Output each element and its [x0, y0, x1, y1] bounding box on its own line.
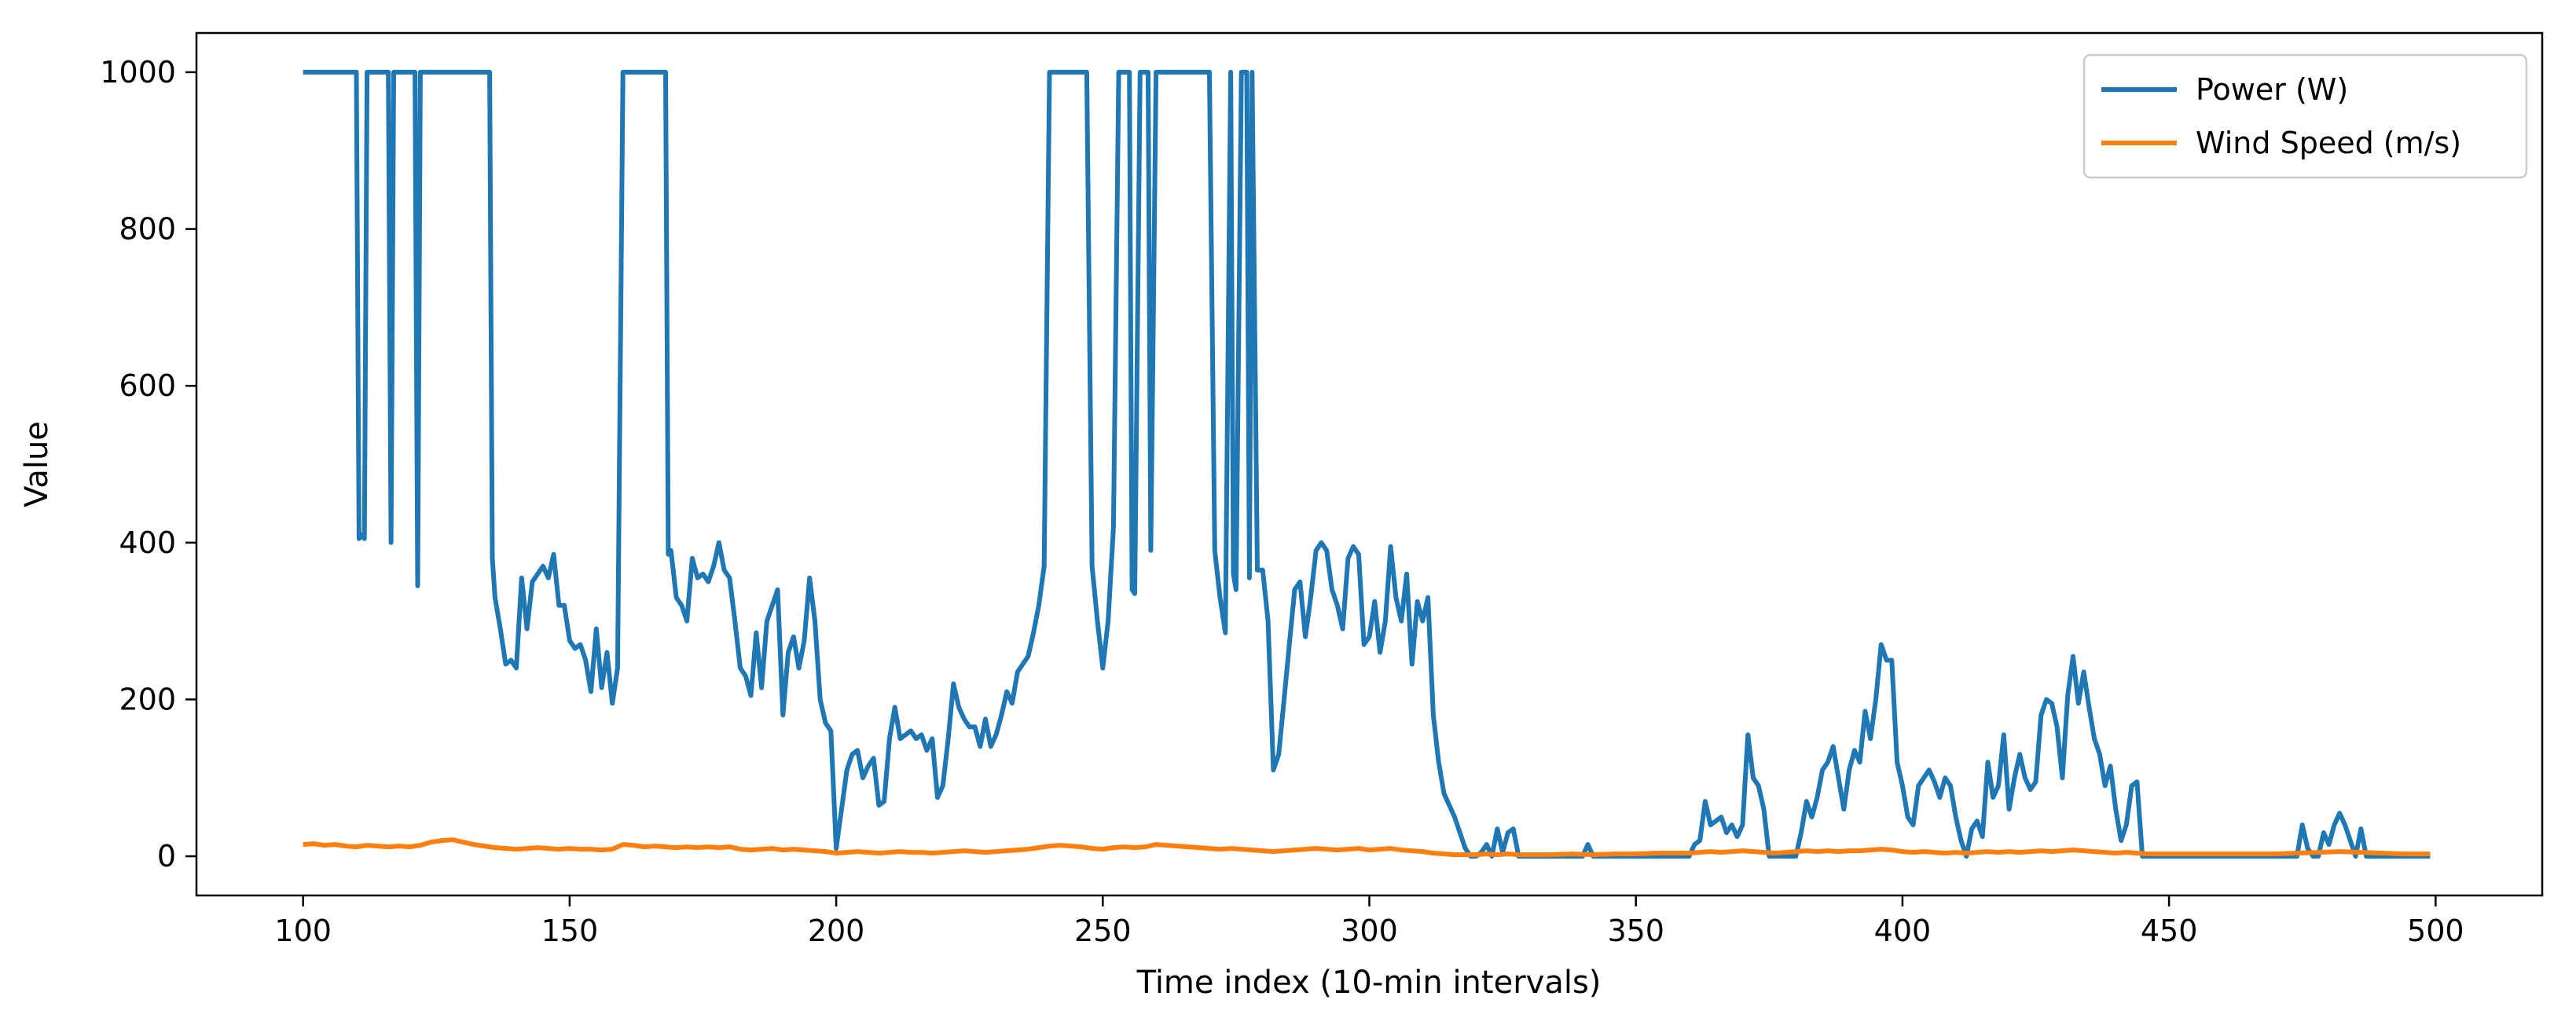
- y-tick-label: 1000: [100, 55, 176, 90]
- x-tick-label: 200: [808, 914, 865, 948]
- legend-box: [2082, 53, 2528, 179]
- x-tick-label: 100: [274, 914, 332, 948]
- series-layer: [303, 69, 2431, 859]
- x-tick-label: 150: [541, 914, 599, 948]
- y-tick-label: 400: [119, 525, 176, 560]
- y-tick-label: 800: [119, 212, 176, 247]
- x-tick-label: 250: [1074, 914, 1132, 948]
- legend-label: Wind Speed (m/s): [2196, 126, 2461, 160]
- y-tick-label: 0: [157, 839, 176, 873]
- series-line-power: [303, 69, 2431, 859]
- x-tick-label: 450: [2141, 914, 2198, 948]
- series-line-wind-speed: [303, 837, 2431, 858]
- y-axis-title: Value: [19, 421, 55, 507]
- y-tick-label: 600: [119, 368, 176, 403]
- x-tick-label: 400: [1874, 914, 1932, 948]
- x-tick-label: 350: [1607, 914, 1664, 948]
- x-tick-label: 500: [2407, 914, 2464, 948]
- legend: Power (W) Wind Speed (m/s): [2082, 53, 2528, 179]
- legend-label: Power (W): [2196, 72, 2348, 107]
- y-axis: 0 200 400 600 800 1000: [100, 55, 196, 873]
- y-tick-label: 200: [119, 682, 176, 716]
- x-axis: 100 150 200 250 300 350 400 450 500: [274, 895, 2464, 948]
- x-tick-label: 300: [1341, 914, 1398, 948]
- x-axis-title: Time index (10-min intervals): [1136, 965, 1602, 1001]
